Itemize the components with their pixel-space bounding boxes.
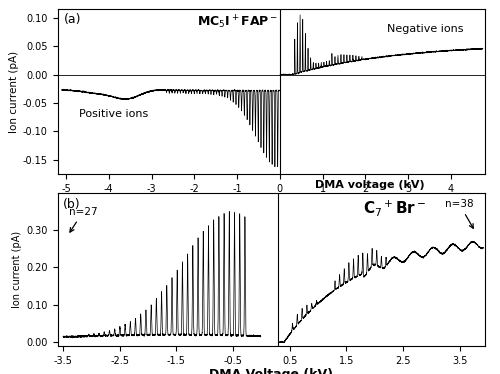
Text: (a): (a) [64,13,82,26]
Text: C$_7$$^+$Br$^-$: C$_7$$^+$Br$^-$ [364,198,426,218]
X-axis label: DMA Voltage (kV): DMA Voltage (kV) [209,368,333,374]
Text: MC$_5$I$^+$FAP$^-$: MC$_5$I$^+$FAP$^-$ [196,13,278,31]
Text: Negative ions: Negative ions [386,24,463,34]
Text: (b): (b) [63,198,81,211]
Text: n=27: n=27 [68,207,98,232]
Text: n=38: n=38 [445,199,474,228]
Text: DMA voltage (kV): DMA voltage (kV) [315,181,424,190]
Y-axis label: Ion current (pA): Ion current (pA) [12,231,22,308]
Text: Positive ions: Positive ions [79,109,148,119]
Y-axis label: Ion current (pA): Ion current (pA) [8,50,18,133]
